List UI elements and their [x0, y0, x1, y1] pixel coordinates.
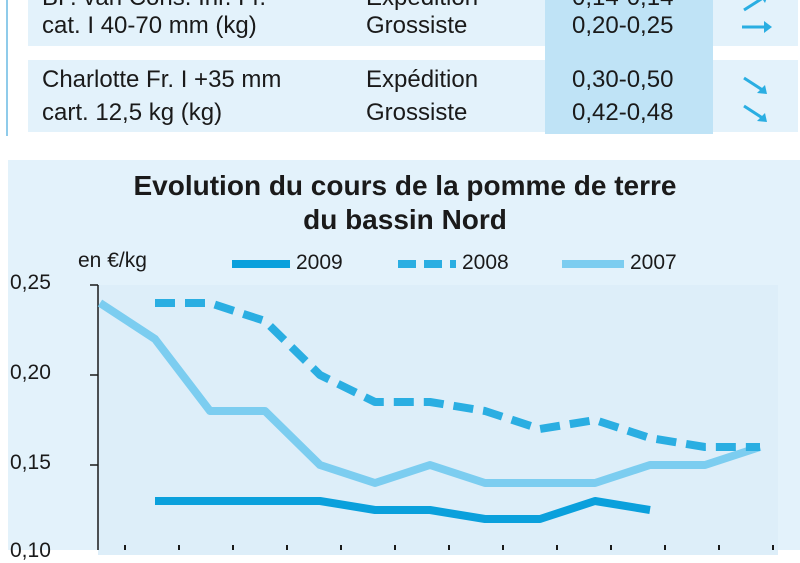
price-1b: 0,20-0,25: [572, 12, 674, 39]
y-axis-unit-label: en €/kg: [78, 249, 147, 272]
table-left-border: [6, 0, 8, 136]
y-tick-label: 0,15: [10, 451, 51, 474]
series-line-2008: [155, 299, 760, 451]
series-line-2009: [155, 497, 651, 523]
market-label-2a: Expédition: [366, 66, 479, 93]
price-2b: 0,42-0,48: [572, 99, 674, 126]
trend-down-arrow-icon: [743, 76, 767, 94]
y-tick-label: 0,20: [10, 361, 51, 384]
trend-down-arrow-icon: [743, 104, 767, 122]
y-tick-label: 0,10: [10, 539, 51, 562]
trend-up-arrow-icon: [743, 0, 767, 12]
market-label-2b: Grossiste: [366, 99, 468, 126]
chart-title-line-2: du bassin Nord: [303, 204, 507, 235]
variety-label-1a: BF. van Cons. Inr. Fr.: [42, 0, 266, 14]
legend-label-2007: 2007: [630, 251, 677, 274]
price-2a: 0,30-0,50: [572, 66, 674, 93]
series-line-2007: [97, 299, 762, 487]
legend-label-2008: 2008: [462, 251, 509, 274]
legend-label-2009: 2009: [296, 251, 343, 274]
chart-title-line-1: Evolution du cours de la pomme de terre: [133, 170, 677, 201]
variety-label-1b: cat. I 40-70 mm (kg): [42, 12, 257, 39]
market-label-1b: Grossiste: [366, 12, 468, 39]
line-chart: [90, 260, 774, 550]
variety-label-2b: cart. 12,5 kg (kg): [42, 99, 223, 126]
price-1a: 0,14-0,14: [572, 0, 673, 14]
price-table: BF. van Cons. Inr. Fr. cat. I 40-70 mm (…: [0, 0, 800, 140]
trend-stable-arrow-icon: [742, 21, 772, 33]
market-label-1a: Expédition: [366, 0, 478, 14]
price-column-band: [545, 0, 713, 134]
variety-label-2a: Charlotte Fr. I +35 mm: [42, 66, 282, 93]
y-tick-label: 0,25: [10, 271, 51, 294]
